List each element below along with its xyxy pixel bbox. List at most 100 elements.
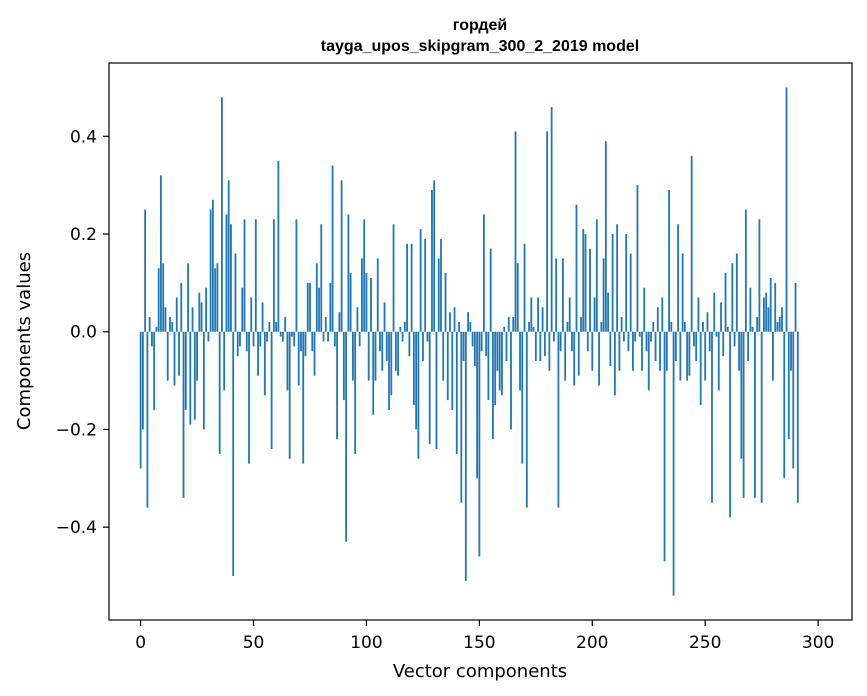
bar bbox=[586, 331, 589, 352]
bar bbox=[340, 180, 343, 332]
bar bbox=[557, 331, 560, 508]
bar bbox=[767, 307, 770, 332]
bar bbox=[263, 331, 266, 396]
bar bbox=[717, 331, 720, 391]
bar bbox=[706, 312, 709, 332]
bar bbox=[598, 331, 600, 386]
bar bbox=[221, 97, 223, 332]
bar bbox=[139, 331, 142, 469]
bar bbox=[625, 234, 628, 332]
bar bbox=[431, 190, 433, 332]
bar bbox=[600, 321, 603, 332]
bar bbox=[234, 253, 237, 332]
x-tick-label: 250 bbox=[689, 633, 721, 653]
bar bbox=[464, 331, 467, 581]
bar bbox=[699, 331, 702, 406]
bar bbox=[482, 214, 485, 332]
bar bbox=[419, 229, 422, 332]
bar bbox=[620, 317, 623, 332]
bar bbox=[442, 331, 445, 381]
bar bbox=[546, 131, 549, 332]
bar bbox=[634, 331, 637, 342]
bar bbox=[184, 331, 187, 410]
bar bbox=[385, 331, 388, 362]
bar bbox=[151, 331, 153, 347]
bar bbox=[690, 155, 693, 332]
bar bbox=[155, 326, 158, 332]
y-tick-label: 0.4 bbox=[70, 127, 97, 147]
bar bbox=[679, 331, 682, 381]
bar bbox=[541, 307, 544, 332]
bar bbox=[295, 219, 298, 332]
bar bbox=[435, 331, 438, 449]
bar bbox=[724, 273, 727, 332]
bar bbox=[726, 326, 729, 332]
bar bbox=[702, 321, 704, 332]
chart-title: гордей bbox=[453, 17, 508, 34]
bar bbox=[514, 131, 517, 332]
bar bbox=[530, 297, 533, 332]
bar bbox=[471, 331, 474, 347]
bar bbox=[473, 331, 476, 366]
bar bbox=[286, 331, 289, 391]
bar bbox=[507, 317, 510, 332]
bar bbox=[187, 263, 189, 332]
bar bbox=[478, 331, 481, 557]
bar bbox=[144, 209, 147, 332]
bar bbox=[426, 331, 429, 342]
bar bbox=[304, 331, 307, 357]
bar bbox=[552, 331, 555, 342]
bar bbox=[785, 87, 788, 332]
bar bbox=[342, 331, 345, 401]
x-tick-label: 0 bbox=[135, 633, 146, 653]
chart-subtitle: tayga_upos_skipgram_300_2_2019 model bbox=[321, 38, 639, 55]
bar bbox=[196, 331, 198, 381]
bar bbox=[322, 331, 325, 342]
bar bbox=[537, 297, 539, 332]
bar bbox=[446, 331, 449, 401]
bar bbox=[336, 331, 338, 440]
bar bbox=[444, 273, 447, 332]
bar bbox=[525, 331, 528, 508]
bar bbox=[632, 331, 634, 371]
bar bbox=[374, 331, 377, 381]
x-tick-label: 150 bbox=[463, 633, 495, 653]
bar bbox=[223, 331, 226, 391]
bar bbox=[627, 331, 630, 352]
bar bbox=[309, 282, 311, 332]
bar bbox=[589, 248, 591, 332]
bar bbox=[670, 321, 673, 332]
bar bbox=[672, 331, 675, 596]
bar bbox=[173, 331, 176, 386]
bar bbox=[230, 224, 232, 332]
bar bbox=[189, 331, 192, 425]
bar bbox=[501, 331, 503, 396]
bar bbox=[663, 331, 666, 562]
bar bbox=[291, 331, 293, 337]
bar bbox=[193, 331, 196, 420]
bar bbox=[476, 331, 479, 479]
bar bbox=[580, 317, 582, 332]
bar bbox=[288, 331, 291, 459]
bar bbox=[440, 238, 442, 332]
bar bbox=[236, 331, 239, 357]
bar bbox=[415, 331, 418, 430]
bar bbox=[519, 331, 521, 391]
bar bbox=[379, 331, 381, 352]
bar bbox=[636, 185, 639, 332]
bar bbox=[564, 331, 567, 381]
bar bbox=[216, 263, 219, 332]
bar bbox=[279, 331, 282, 337]
bar bbox=[300, 331, 302, 352]
bar bbox=[388, 331, 390, 410]
bar bbox=[257, 331, 259, 376]
bar bbox=[198, 292, 201, 332]
bar bbox=[562, 258, 564, 332]
bar bbox=[160, 175, 162, 332]
bar bbox=[790, 331, 792, 371]
bar bbox=[252, 331, 255, 347]
bar bbox=[209, 209, 212, 332]
bar bbox=[365, 273, 368, 332]
